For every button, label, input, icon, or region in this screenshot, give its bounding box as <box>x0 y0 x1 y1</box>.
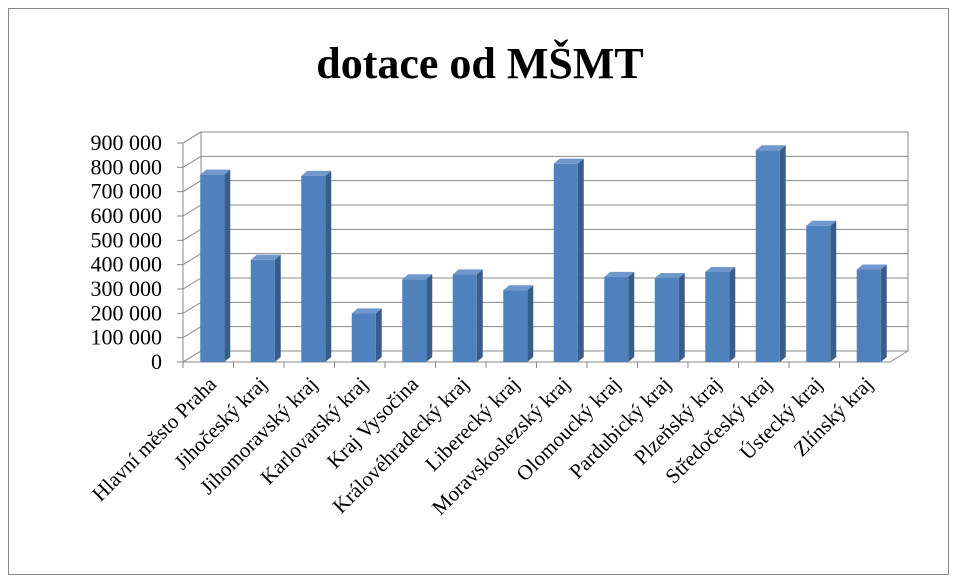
bar-side <box>375 308 382 362</box>
bar <box>705 271 730 362</box>
bar-top <box>402 274 433 280</box>
y-tick-label: 200 000 <box>91 300 163 325</box>
bar <box>503 290 528 362</box>
y-tick-label: 0 <box>151 349 162 374</box>
bar-side <box>678 273 685 362</box>
y-tick-label: 400 000 <box>91 252 163 277</box>
bar-top <box>755 145 786 151</box>
bar-top <box>654 273 685 279</box>
bar <box>250 259 275 362</box>
bar-side <box>527 285 534 362</box>
y-tick-label: 700 000 <box>91 179 163 204</box>
bar <box>856 269 881 362</box>
bar <box>755 150 780 362</box>
bar-side <box>628 271 635 362</box>
y-tick-label: 800 000 <box>91 154 163 179</box>
y-tick-label: 900 000 <box>91 130 163 155</box>
bar-top <box>856 264 887 270</box>
bar <box>351 313 376 362</box>
bar-side <box>476 269 483 362</box>
bar-side <box>880 264 887 362</box>
y-tick-label: 600 000 <box>91 203 163 228</box>
bar <box>806 225 831 362</box>
bar-side <box>426 274 433 362</box>
grid-line <box>182 131 908 144</box>
y-tick-label: 300 000 <box>91 276 163 301</box>
bar-top <box>806 220 837 226</box>
bar-top <box>301 170 332 176</box>
bar-top <box>200 169 231 175</box>
bar-side <box>830 220 837 362</box>
bar-top <box>604 271 635 277</box>
bar <box>200 174 225 362</box>
bar-top <box>553 158 584 164</box>
bar-top <box>705 266 736 272</box>
bar-side <box>224 169 231 362</box>
y-tick-label: 500 000 <box>91 227 163 252</box>
bar <box>402 279 427 362</box>
bar-top <box>452 269 483 275</box>
bar <box>654 278 679 362</box>
bar <box>301 175 326 362</box>
bar-side <box>577 158 584 362</box>
bar-side <box>779 145 786 362</box>
grid-line <box>182 155 908 168</box>
bar-top <box>250 254 281 260</box>
bar-side <box>729 266 736 362</box>
bar-side <box>325 170 332 362</box>
bar <box>452 274 477 362</box>
y-tick-label: 100 000 <box>91 325 163 350</box>
bar <box>604 276 629 362</box>
bar-top <box>503 285 534 291</box>
bar-top <box>351 308 382 314</box>
bar <box>553 163 578 362</box>
chart-title: dotace od MŠMT <box>316 38 644 88</box>
bar-side <box>274 254 281 362</box>
